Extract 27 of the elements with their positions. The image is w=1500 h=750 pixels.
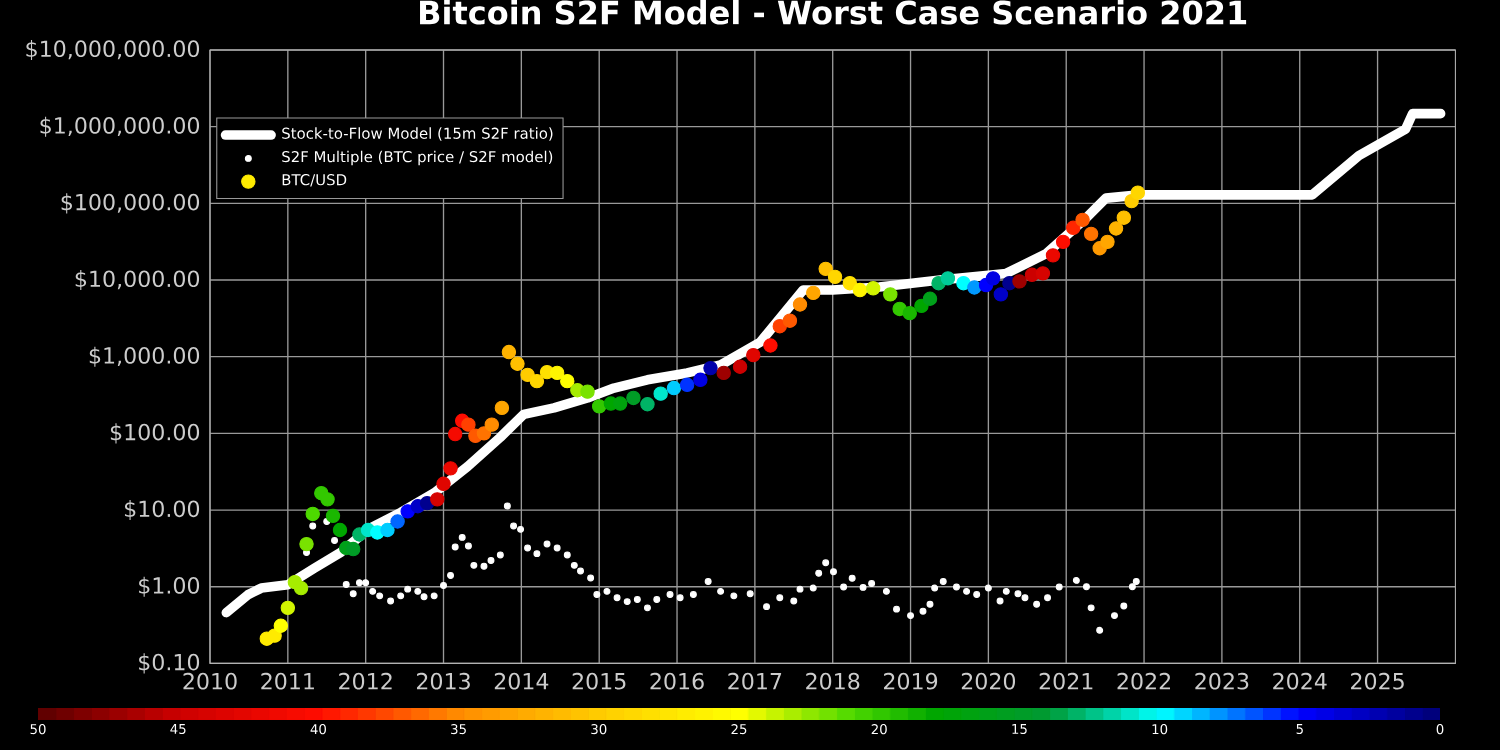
x-tick-label: 2022: [1117, 672, 1170, 690]
line-series: [221, 108, 1446, 618]
y-tick-label: $1,000.00: [89, 346, 200, 367]
x-tick-label: 2025: [1351, 672, 1404, 690]
x-tick-label: 2010: [183, 672, 237, 690]
x-tick-label: 2019: [884, 672, 938, 690]
x-tick-label: 2012: [339, 672, 392, 690]
y-tick-label: $0.10: [139, 653, 200, 674]
x-tick-label: 2016: [650, 672, 704, 690]
y-tick-label: $10,000.00: [75, 270, 200, 291]
y-tick-label: $1,000,000.00: [40, 116, 200, 137]
x-tick-label: 2014: [494, 672, 549, 690]
x-tick-label: 2023: [1195, 672, 1249, 690]
x-tick-label: 2020: [961, 672, 1016, 690]
y-tick-label: $1.00: [139, 576, 200, 597]
x-tick-label: 2018: [806, 672, 860, 690]
x-tick-label: 2013: [416, 672, 470, 690]
chart-title: Bitcoin S2F Model - Worst Case Scenario 2021: [420, 0, 1247, 25]
y-tick-label: $100.00: [110, 423, 200, 444]
x-tick-label: 2015: [572, 672, 626, 690]
y-tick-label: $10.00: [124, 500, 200, 521]
y-tick-label: $10,000,000.00: [26, 39, 200, 61]
x-tick-label: 2011: [261, 672, 314, 690]
x-tick-label: 2021: [1039, 672, 1093, 690]
y-tick-label: $100,000.00: [61, 193, 200, 214]
x-tick-label: 2017: [728, 672, 782, 690]
x-tick-label: 2024: [1273, 672, 1327, 690]
